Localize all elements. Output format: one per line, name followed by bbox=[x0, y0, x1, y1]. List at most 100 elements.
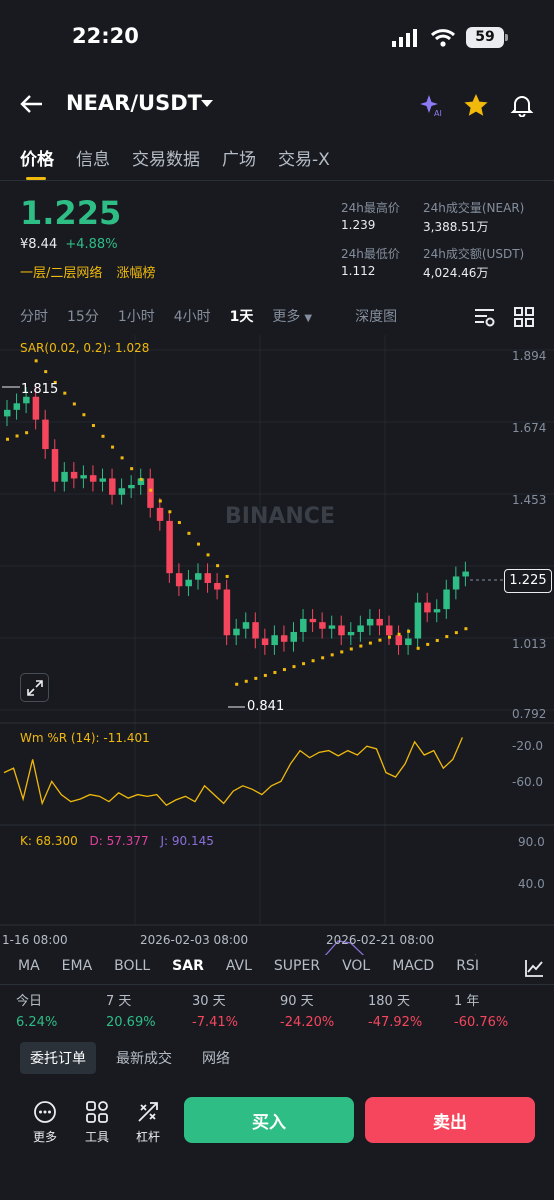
perf-value: -60.76% bbox=[454, 1015, 509, 1030]
interval-1h[interactable]: 1小时 bbox=[117, 309, 155, 325]
sar-dot bbox=[82, 413, 86, 417]
bell-icon[interactable] bbox=[510, 93, 534, 117]
x-tick: 2026-02-21 08:00 bbox=[326, 933, 435, 947]
fullscreen-button[interactable] bbox=[20, 673, 49, 702]
interval-4h[interactable]: 4小时 bbox=[173, 309, 211, 325]
tool-label: 更多 bbox=[32, 1130, 57, 1144]
candle-body bbox=[319, 622, 326, 629]
perf-value: -24.20% bbox=[280, 1015, 335, 1030]
more-dots-icon bbox=[34, 1101, 56, 1123]
candle-body bbox=[118, 488, 126, 495]
divider bbox=[0, 180, 554, 181]
sar-dot bbox=[349, 647, 353, 651]
main-tabs: 价格 信息 交易数据 广场 交易-X bbox=[20, 145, 352, 180]
low-value: 1.112 bbox=[341, 264, 376, 278]
candle-body bbox=[424, 602, 431, 613]
chart-settings-icon[interactable] bbox=[474, 307, 496, 327]
chevron-down-icon[interactable] bbox=[200, 99, 214, 109]
tab-square[interactable]: 广场 bbox=[222, 150, 256, 170]
kdj-j: J: 90.145 bbox=[160, 834, 214, 848]
perf-value: 20.69% bbox=[106, 1015, 156, 1030]
sar-dot bbox=[292, 665, 296, 669]
candle-body bbox=[357, 625, 364, 632]
indicator-boll[interactable]: BOLL bbox=[114, 958, 151, 974]
candle-body bbox=[99, 478, 106, 482]
candle-body bbox=[376, 618, 383, 626]
buy-button[interactable]: 买入 bbox=[184, 1097, 354, 1143]
sar-dot bbox=[111, 445, 115, 449]
candle-body bbox=[166, 520, 173, 574]
tag-top-gainers[interactable]: 涨幅榜 bbox=[116, 266, 156, 281]
perf-30d: 30 天 -7.41% bbox=[192, 990, 238, 1030]
low-mark-label: 0.841 bbox=[247, 699, 285, 714]
sar-dot bbox=[158, 499, 162, 503]
amount-value: 4,024.46万 bbox=[423, 266, 489, 280]
perf-value: 6.24% bbox=[16, 1015, 58, 1030]
tab-trade-x[interactable]: 交易-X bbox=[278, 150, 330, 170]
indicator-tabs: MA EMA BOLL SAR AVL SUPER VOL MACD RSI bbox=[18, 958, 501, 974]
grid-layout-icon[interactable] bbox=[514, 307, 534, 327]
y-tick: 1.894 bbox=[512, 349, 547, 363]
price-chart[interactable]: BINANCE bbox=[0, 335, 554, 955]
sar-dot bbox=[225, 574, 229, 578]
indicator-sar[interactable]: SAR bbox=[172, 958, 204, 974]
sar-dot bbox=[139, 477, 143, 481]
interval-time[interactable]: 分时 bbox=[20, 309, 48, 325]
low-label: 24h最低价 bbox=[341, 247, 400, 261]
sar-dot bbox=[254, 676, 258, 680]
sar-dot bbox=[149, 488, 153, 492]
sar-dot bbox=[378, 638, 382, 642]
tag-layer-network[interactable]: 一层/二层网络 bbox=[20, 266, 103, 281]
expand-icon bbox=[26, 679, 43, 696]
indicator-rsi[interactable]: RSI bbox=[456, 958, 479, 974]
line-chart-icon bbox=[525, 960, 543, 977]
candle-body bbox=[4, 409, 11, 417]
favorite-star-icon[interactable] bbox=[463, 93, 489, 117]
tab-open-orders[interactable]: 委托订单 bbox=[20, 1042, 96, 1074]
perf-90d: 90 天 -24.20% bbox=[280, 990, 334, 1030]
sar-dot bbox=[282, 668, 286, 672]
sar-dot bbox=[177, 521, 181, 525]
sar-dot bbox=[6, 437, 9, 441]
sar-dot bbox=[416, 646, 420, 650]
leverage-button[interactable]: 杠杆 bbox=[128, 1100, 168, 1145]
interval-1d[interactable]: 1天 bbox=[229, 309, 254, 325]
indicator-settings-button[interactable] bbox=[514, 952, 554, 984]
ai-sparkle-icon[interactable]: AI bbox=[418, 93, 444, 117]
interval-depth[interactable]: 深度图 bbox=[355, 309, 398, 325]
perf-label: 1 年 bbox=[454, 994, 480, 1009]
sar-dot bbox=[91, 424, 95, 428]
candle-body bbox=[109, 478, 116, 495]
indicator-ema[interactable]: EMA bbox=[61, 958, 93, 974]
indicator-avl[interactable]: AVL bbox=[225, 958, 252, 974]
indicator-ma[interactable]: MA bbox=[18, 958, 40, 974]
tab-info[interactable]: 信息 bbox=[76, 150, 110, 170]
tab-trading-data[interactable]: 交易数据 bbox=[132, 150, 200, 170]
indicator-vol[interactable]: VOL bbox=[342, 958, 371, 974]
tab-price[interactable]: 价格 bbox=[20, 145, 54, 180]
candle-body bbox=[252, 622, 259, 639]
sar-dot bbox=[130, 467, 134, 471]
candle-body bbox=[280, 635, 288, 642]
candle-body bbox=[70, 471, 78, 479]
sar-dot bbox=[397, 632, 401, 636]
candle-body bbox=[452, 576, 460, 590]
y-tick: 1.453 bbox=[512, 493, 547, 507]
kdj-label: K: 68.300 D: 57.377 J: 90.145 bbox=[20, 834, 214, 848]
sell-button[interactable]: 卖出 bbox=[365, 1097, 535, 1143]
interval-15m[interactable]: 15分 bbox=[67, 309, 99, 325]
sar-dot bbox=[168, 510, 172, 514]
candle-body bbox=[80, 475, 87, 479]
pair-title[interactable]: NEAR/USDT bbox=[66, 91, 202, 115]
tools-button[interactable]: 工具 bbox=[77, 1100, 117, 1145]
wr-line bbox=[3, 737, 463, 806]
tab-latest-trades[interactable]: 最新成交 bbox=[116, 1051, 172, 1067]
more-button[interactable]: 更多 bbox=[25, 1100, 65, 1145]
indicator-macd[interactable]: MACD bbox=[392, 958, 435, 974]
tab-network[interactable]: 网络 bbox=[202, 1051, 230, 1067]
interval-more[interactable]: 更多 ▼ bbox=[272, 306, 331, 326]
candle-body bbox=[443, 589, 450, 610]
indicator-super[interactable]: SUPER bbox=[273, 958, 321, 974]
back-arrow-icon[interactable] bbox=[20, 94, 44, 114]
volume-label: 24h成交量(NEAR) bbox=[423, 201, 525, 215]
